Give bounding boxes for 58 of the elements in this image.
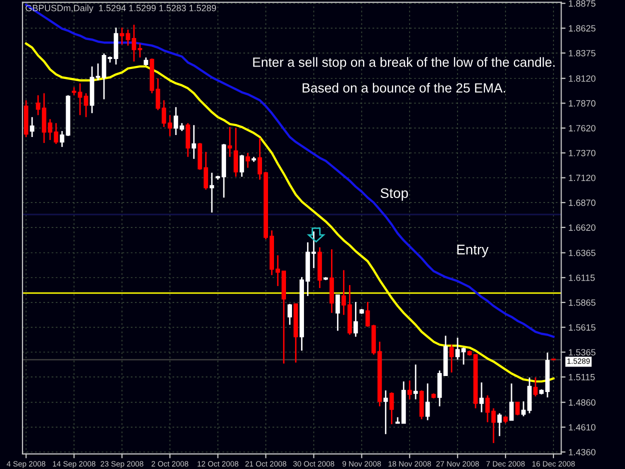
y-tick-label: 1.5615 (568, 324, 596, 331)
candlestick (449, 344, 454, 374)
y-tick-label: 1.4360 (568, 448, 596, 456)
candlestick (383, 390, 388, 435)
candlestick (527, 376, 532, 414)
candlestick (234, 127, 238, 178)
candlestick (186, 122, 190, 158)
candlestick (497, 412, 502, 437)
y-tick-label: 1.4610 (568, 424, 596, 431)
candlestick (78, 82, 82, 116)
annotation: Enter a sell stop on a break of the low of the candle. (253, 57, 555, 70)
candlestick (240, 154, 244, 178)
y-tick-label: 1.8875 (568, 0, 596, 7)
y-tick-label: 1.6115 (568, 274, 595, 281)
candlestick (138, 42, 142, 58)
y-tick-label: 1.8625 (568, 25, 596, 32)
y-tick-label: 1.5115 (568, 374, 595, 380)
candlestick (84, 92, 88, 118)
candlestick (120, 26, 124, 46)
candlestick (126, 28, 130, 46)
candlestick (336, 294, 340, 332)
y-tick-label: 1.5865 (568, 299, 596, 306)
candlestick (491, 408, 496, 444)
y-tick-label: 1.7870 (568, 100, 596, 107)
candlestick (521, 400, 526, 417)
ref-line-label: Stop (380, 188, 408, 201)
annotation: Based on a bounce of the 25 EMA. (302, 82, 506, 93)
candlestick (413, 364, 418, 400)
y-tick-label: 1.4860 (568, 399, 596, 406)
y-tick-label: 1.7120 (568, 174, 596, 182)
candlestick (353, 301, 358, 338)
candlestick (485, 394, 490, 423)
candlestick (515, 402, 520, 416)
candlestick (102, 52, 106, 100)
candlestick (96, 62, 100, 82)
y-tick-label: 1.7370 (568, 150, 596, 156)
candlestick (288, 303, 292, 326)
candlestick (132, 24, 136, 62)
candlestick (533, 376, 538, 398)
candlestick (30, 116, 34, 138)
ref-line-label: Entry (457, 244, 489, 258)
candlestick (192, 124, 196, 160)
y-tick-label: 1.6870 (568, 200, 596, 206)
candlestick (389, 392, 394, 425)
candlestick (210, 172, 214, 214)
candlestick (246, 152, 250, 168)
candlestick (228, 126, 232, 158)
y-tick-label: 1.5365 (568, 349, 596, 356)
y-tick-label: 1.6620 (568, 224, 596, 231)
y-tick-label: 1.8120 (568, 75, 596, 82)
y-tick-label: 1.7620 (568, 125, 596, 132)
candlestick (407, 380, 412, 400)
y-tick-label: 1.6365 (568, 250, 596, 256)
line-series (24, 4, 555, 338)
candlestick (425, 382, 430, 421)
candlestick (509, 382, 514, 421)
candlestick (479, 382, 484, 413)
y-tick-label: 1.8375 (568, 50, 596, 56)
